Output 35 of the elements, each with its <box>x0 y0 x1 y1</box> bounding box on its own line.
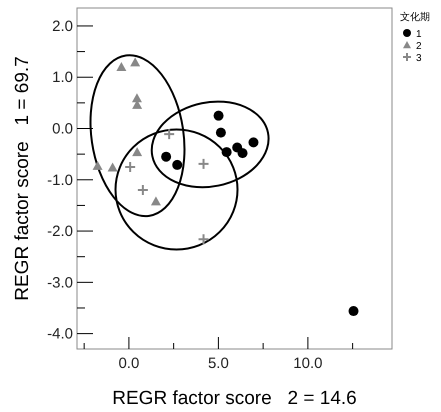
legend-label: 1 <box>416 29 422 40</box>
point <box>222 147 232 158</box>
y-tick-label: 0.0 <box>52 120 73 138</box>
y-axis-title: REGR factor score 1 = 69.7 <box>12 56 33 301</box>
point <box>108 162 118 172</box>
y-tick-label: -4.0 <box>47 326 73 343</box>
y-tick-label: -1.0 <box>47 172 73 189</box>
x-axis-title: REGR factor score 2 = 14.6 <box>112 388 357 409</box>
point <box>116 62 126 71</box>
point <box>214 110 224 121</box>
x-tick-label: 0.0 <box>118 355 140 372</box>
point <box>161 152 172 162</box>
point <box>198 158 210 170</box>
x-tick-label: 5.0 <box>208 355 229 372</box>
y-tick-label: -2.0 <box>47 223 73 240</box>
point <box>172 160 182 170</box>
x-tick-label: 10.0 <box>293 355 322 372</box>
y-tick-label: -3.0 <box>47 274 73 292</box>
point <box>348 306 359 316</box>
point <box>150 196 161 206</box>
point <box>132 147 142 156</box>
legend-label: 3 <box>416 53 422 64</box>
y-tick-label: 2.0 <box>52 18 73 35</box>
point <box>136 184 149 196</box>
point <box>216 128 226 138</box>
point <box>198 233 210 246</box>
point <box>248 137 258 148</box>
point <box>238 148 248 158</box>
legend-label: 2 <box>416 41 422 52</box>
legend-title: 文化期 <box>400 11 430 23</box>
point <box>92 160 103 170</box>
y-tick-label: 1.0 <box>52 69 73 86</box>
point <box>130 57 140 66</box>
point <box>124 160 136 173</box>
point <box>163 128 176 140</box>
